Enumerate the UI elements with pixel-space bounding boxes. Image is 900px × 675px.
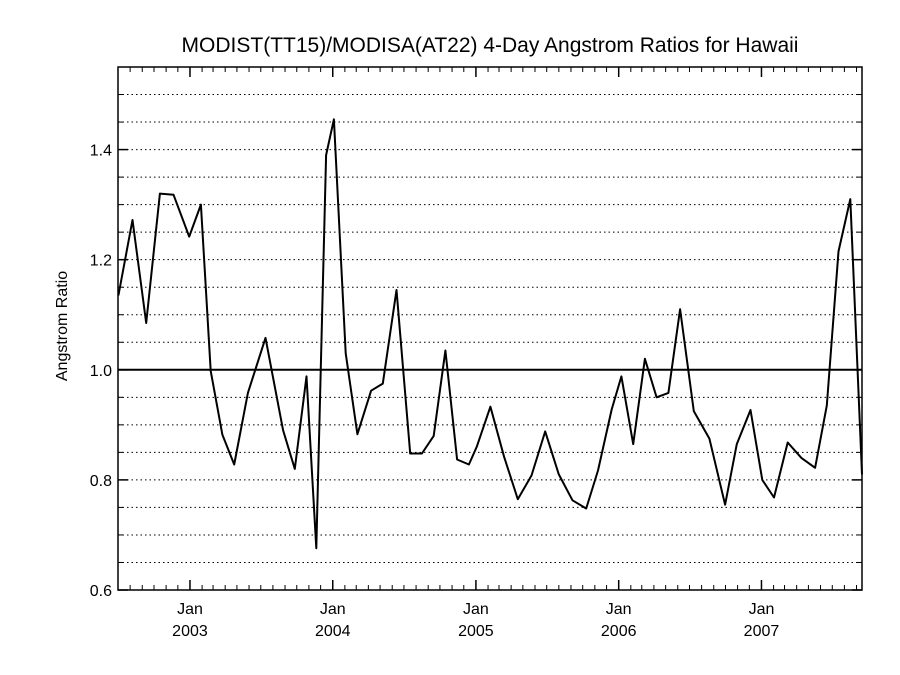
- y-tick-label: 0.6: [90, 583, 112, 600]
- x-tick-label-month: Jan: [177, 601, 203, 618]
- x-tick-label-month: Jan: [749, 601, 775, 618]
- x-axis-ticks: Jan 2003 Jan 2004 Jan 2005 Jan 2006 Jan 2007: [129, 67, 858, 640]
- y-axis-label: Angstrom Ratio: [54, 271, 71, 381]
- x-tick-label-year: 2006: [601, 623, 637, 640]
- y-tick-label: 0.8: [90, 473, 112, 490]
- x-tick-label-year: 2005: [458, 623, 494, 640]
- x-tick-label-month: Jan: [606, 601, 632, 618]
- y-axis-ticks: 0.6 0.8 1.0 1.2 1.4: [90, 94, 862, 600]
- y-tick-label: 1.0: [90, 363, 112, 380]
- y-tick-label: 1.2: [90, 253, 112, 270]
- grid-lines: [118, 94, 862, 563]
- y-tick-label: 1.4: [90, 143, 112, 160]
- x-tick-label-month: Jan: [320, 601, 346, 618]
- x-tick-label-year: 2007: [744, 623, 780, 640]
- x-tick-label-month: Jan: [463, 601, 489, 618]
- x-tick-label-year: 2004: [315, 623, 351, 640]
- series-line: [117, 118, 863, 550]
- x-tick-label-year: 2003: [172, 623, 208, 640]
- chart-title: MODIST(TT15)/MODISA(AT22) 4-Day Angstrom…: [182, 34, 799, 57]
- plot-frame: [117, 66, 863, 591]
